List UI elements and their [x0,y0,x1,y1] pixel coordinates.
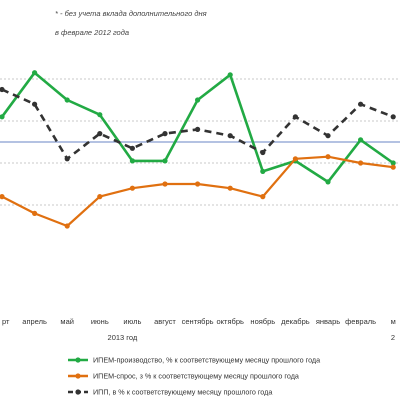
data-point [64,97,70,103]
data-point [31,101,38,107]
legend-marker-2 [75,373,81,379]
data-point [325,154,331,160]
data-point [195,181,201,187]
data-point [260,149,266,156]
x-tick-label: февраль [345,317,376,326]
data-point [227,72,233,78]
x-tick-label: январь [316,317,340,326]
legend-marker-1 [75,357,81,363]
x-tick-label: м [391,317,396,326]
data-point [162,131,168,137]
data-point [227,185,233,191]
data-point [64,156,70,162]
data-point [97,194,103,200]
legend-marker-3 [75,389,81,395]
x-tick-label: рт [2,317,10,326]
x-tick-label: август [154,317,176,326]
year-label-2: 2 [391,333,395,342]
x-tick-label: апрель [22,317,47,326]
legend-label-3: ИПП, в % к соответствующему месяцу прошл… [93,388,272,397]
legend-label-1: ИПЕМ-производство, % к соответствующему … [93,356,320,365]
data-point [292,156,298,162]
data-point [260,168,266,174]
data-point [0,194,5,200]
data-point [129,158,135,164]
footnote-line-1: * - без учета вклада дополнительного дня [55,9,207,18]
data-point [162,181,168,187]
data-point [390,164,396,170]
data-point [162,158,168,164]
legend-label-2: ИПЕМ-спрос, з % к соответствующему месяц… [93,372,299,381]
data-point [195,126,201,132]
data-point [227,133,233,139]
data-point [129,145,135,151]
data-point [358,137,364,143]
data-point [31,210,38,216]
x-tick-label: сентябрь [182,317,214,326]
data-point [325,179,331,185]
x-tick-label: июль [123,317,141,326]
data-point [325,133,331,139]
x-tick-label: октябрь [216,317,243,326]
footnote-line-2: в феврале 2012 года [55,28,129,37]
data-point [260,194,266,200]
data-point [129,185,135,191]
data-point [0,86,5,93]
series-line-2 [1,155,394,228]
x-tick-label: май [60,317,74,326]
data-point [358,101,364,107]
year-label: 2013 год [108,333,138,342]
x-tick-label: июнь [91,317,109,326]
data-point [292,114,298,120]
data-point [195,97,201,103]
x-tick-label: ноябрь [250,317,275,326]
x-tick-label: декабрь [281,317,310,326]
data-point [31,70,38,76]
data-point [390,160,396,166]
data-point [358,160,364,166]
data-point [0,114,5,120]
data-point [64,223,70,229]
data-point [390,114,396,120]
data-point [97,112,103,118]
data-point [97,131,103,137]
